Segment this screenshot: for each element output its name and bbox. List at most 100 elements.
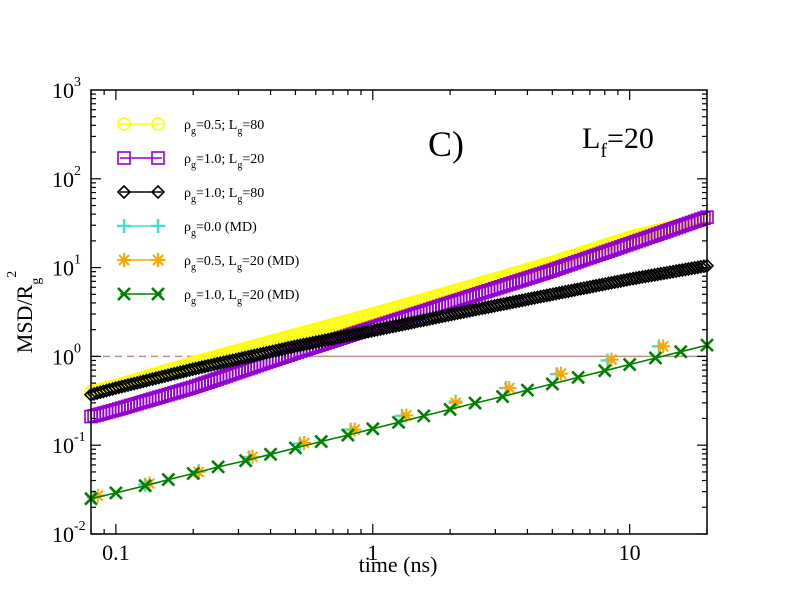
y-tick-exponent: -1 — [74, 430, 86, 445]
series-5-point — [314, 434, 329, 449]
legend-mid: =1.0; L — [196, 152, 237, 167]
series-5-point — [520, 383, 535, 398]
series-4-point — [656, 339, 671, 354]
legend-post: =20 (MD) — [242, 288, 300, 303]
legend-mid: =1.0, L — [196, 288, 237, 303]
legend-marker-right — [151, 219, 165, 233]
series-4-point — [297, 435, 312, 450]
series-4-point — [604, 352, 619, 367]
legend-post: =80 — [242, 118, 264, 133]
y-tick-exponent: 2 — [74, 164, 81, 179]
y-tick-base: 10 — [52, 522, 74, 547]
legend-mid: =0.5, L — [196, 254, 237, 269]
legend-sub-2: g — [237, 160, 242, 171]
series-5-point — [571, 370, 586, 385]
series-5-point — [211, 459, 226, 474]
legend-marker-right — [151, 287, 165, 301]
legend-post: =20 — [242, 152, 264, 167]
x-axis-label: time (ns) — [359, 552, 438, 577]
series-4-point — [347, 422, 362, 437]
legend-sub-1: g — [191, 160, 196, 171]
series-5-point — [648, 351, 663, 365]
x-tick-label: 1 — [367, 540, 378, 565]
series-5-point — [495, 389, 510, 404]
legend-sub-2: g — [237, 194, 242, 205]
legend-mid: =1.0; L — [196, 186, 237, 201]
y-tick-base: 10 — [52, 167, 74, 192]
series-5-point — [138, 478, 153, 493]
legend-entry: ρg=1.0; Lg=20 — [117, 151, 264, 171]
legend-sub-1: g — [191, 262, 196, 273]
legend-post: =80 — [242, 186, 264, 201]
series-5-point — [597, 363, 612, 378]
series-4-point — [502, 381, 517, 396]
legend-marker-left — [117, 219, 131, 233]
y-tick-exponent: 3 — [74, 75, 81, 90]
legend-marker-left — [117, 151, 131, 165]
y-tick-base: 10 — [52, 78, 74, 103]
legend-label: ρg=1.0, Lg=20 (MD) — [184, 288, 300, 307]
legend-sub-2: g — [237, 296, 242, 307]
legend-entry: ρg=1.0; Lg=80 — [116, 184, 264, 205]
legend-sub-1: g — [191, 296, 196, 307]
series-1-band — [84, 210, 714, 424]
legend-label: ρg=0.0 (MD) — [184, 220, 257, 239]
plot-frame — [90, 89, 708, 535]
series-5-point — [391, 415, 406, 430]
legend-entry: ρg=0.5, Lg=20 (MD) — [117, 253, 300, 273]
y-tick-label: 100 — [52, 341, 81, 369]
legend-marker-left — [117, 253, 131, 267]
legend-sub-2: g — [237, 126, 242, 137]
series-2-marker — [693, 259, 708, 274]
y-tick-base: 10 — [52, 433, 74, 458]
legend-marker-right — [151, 117, 165, 131]
series-5-point — [238, 453, 253, 468]
legend-marker-right — [151, 253, 165, 267]
legend-sub-1: g — [191, 126, 196, 137]
panel-label: C) — [428, 124, 464, 164]
legend-marker-right — [150, 184, 166, 200]
legend-mid: =0.5; L — [196, 118, 237, 133]
series-5-point — [443, 402, 458, 417]
series-4-point — [245, 449, 260, 464]
y-tick-base: 10 — [52, 256, 74, 281]
series-5-point — [288, 441, 303, 455]
legend-label: ρg=0.5, Lg=20 (MD) — [184, 254, 300, 273]
y-axis-label: MSD/Rg 2 — [5, 271, 44, 353]
series-5-point — [186, 466, 201, 481]
series-5-point — [622, 357, 637, 372]
legend-sub-1: g — [191, 228, 196, 239]
legend-entry: ρg=1.0, Lg=20 (MD) — [117, 287, 300, 307]
plot-marks — [83, 210, 715, 506]
series-5-point — [673, 344, 688, 359]
legend-label: ρg=0.5; Lg=80 — [184, 118, 264, 137]
x-tick-label: 10 — [619, 540, 641, 565]
series-5-point — [108, 486, 123, 500]
legend-marker-left — [116, 184, 132, 200]
legend-marker-right — [151, 151, 165, 165]
y-axis-label-sub: g — [29, 278, 44, 285]
series-5-point — [161, 472, 176, 487]
lf-annotation-main: L — [582, 122, 600, 155]
legend-mid: =0.0 (MD) — [196, 220, 257, 235]
legend-rho: ρ — [184, 254, 191, 269]
lf-annotation: Lf=20 — [582, 122, 654, 162]
y-tick-exponent: 0 — [74, 341, 81, 356]
legend-label: ρg=1.0; Lg=20 — [184, 152, 264, 171]
y-axis-label-main: MSD/R — [12, 284, 37, 353]
y-tick-base: 10 — [52, 344, 74, 369]
series-5-point — [263, 447, 278, 462]
series-5 — [84, 338, 714, 506]
series-4-point — [448, 395, 463, 410]
legend-rho: ρ — [184, 118, 191, 133]
series-5-point — [340, 428, 355, 443]
y-tick-label: 103 — [52, 75, 81, 103]
series-5-point — [365, 421, 380, 436]
legend-label: ρg=1.0; Lg=80 — [184, 186, 264, 205]
y-tick-label: 101 — [52, 253, 81, 281]
legend-sub-2: g — [237, 262, 242, 273]
y-tick-label: 10-1 — [52, 430, 86, 458]
y-axis-label-sup: 2 — [5, 271, 20, 278]
